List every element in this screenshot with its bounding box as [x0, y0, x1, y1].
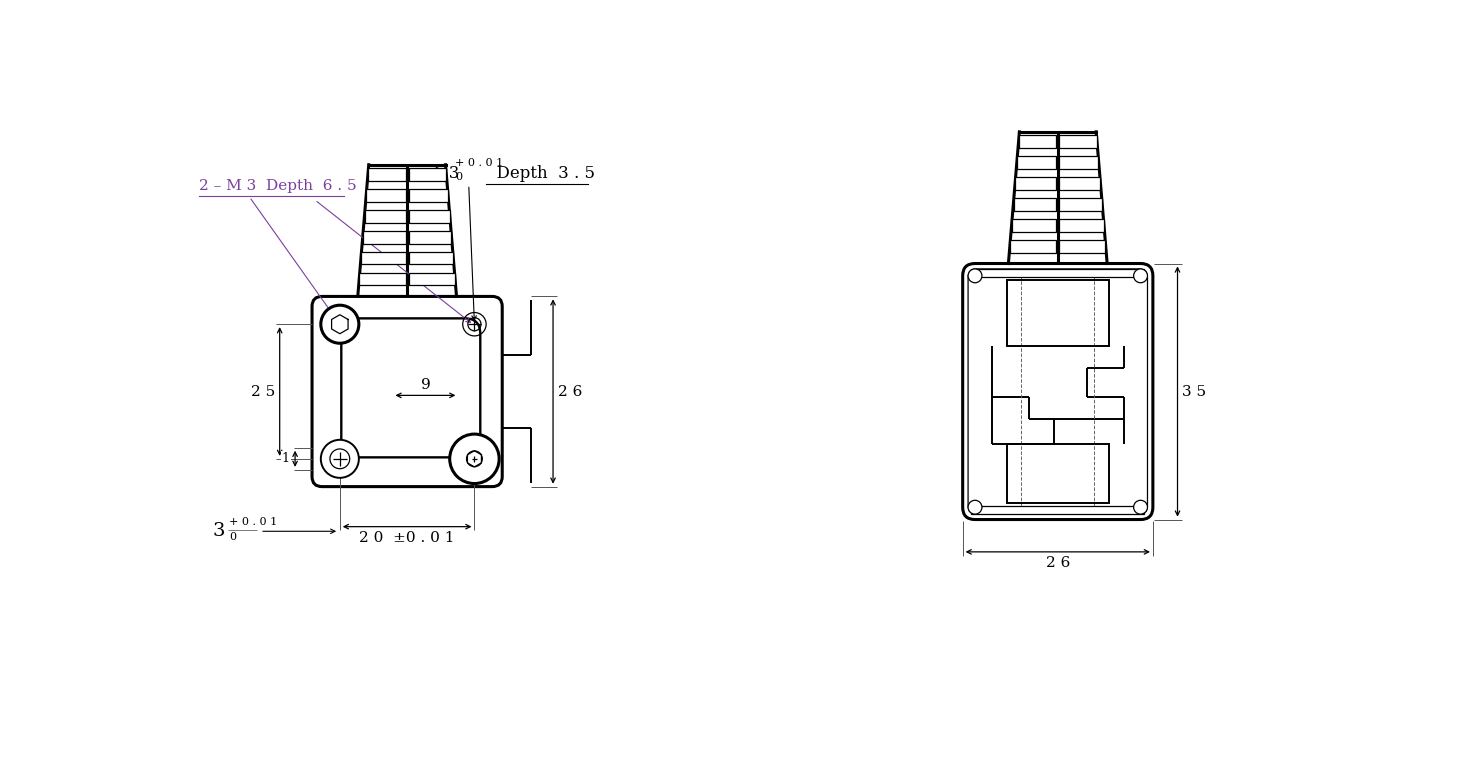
Text: Φ 3: Φ 3 — [430, 165, 459, 182]
Bar — [1060, 199, 1103, 210]
Bar — [367, 189, 406, 202]
Bar — [1010, 240, 1057, 253]
Bar — [365, 210, 406, 223]
Text: 0: 0 — [230, 532, 237, 542]
Circle shape — [321, 440, 359, 478]
Text: 0: 0 — [455, 172, 462, 182]
Bar — [359, 273, 406, 285]
Bar — [1060, 135, 1097, 148]
Bar — [409, 231, 452, 243]
Bar — [1007, 281, 1108, 346]
Bar — [1019, 135, 1057, 148]
Circle shape — [969, 269, 982, 283]
Bar — [361, 252, 406, 264]
FancyBboxPatch shape — [312, 296, 502, 487]
Text: + 0 . 0 1: + 0 . 0 1 — [230, 517, 278, 527]
Bar — [409, 210, 449, 223]
Circle shape — [969, 500, 982, 514]
Circle shape — [450, 434, 499, 484]
Bar — [409, 189, 447, 202]
Bar — [409, 252, 453, 264]
Bar — [409, 169, 446, 181]
Text: 1: 1 — [281, 452, 290, 465]
Bar — [1060, 156, 1098, 169]
FancyBboxPatch shape — [963, 264, 1153, 519]
Bar — [1016, 178, 1057, 189]
Text: + 0 . 0 1: + 0 . 0 1 — [455, 158, 503, 168]
Bar — [1007, 444, 1108, 502]
Bar — [364, 231, 406, 243]
Text: 2 6: 2 6 — [558, 384, 581, 399]
Bar — [1011, 220, 1057, 232]
Bar — [972, 269, 1144, 277]
Bar — [368, 169, 406, 181]
Text: 2 5: 2 5 — [250, 384, 275, 399]
Circle shape — [321, 305, 359, 343]
Bar — [1017, 156, 1057, 169]
Bar — [1060, 178, 1100, 189]
Circle shape — [1133, 269, 1148, 283]
Text: 9: 9 — [421, 377, 430, 392]
Bar — [1060, 240, 1105, 253]
Bar — [1014, 199, 1057, 210]
Text: 3: 3 — [212, 523, 225, 540]
Bar — [1060, 220, 1104, 232]
Text: 2 0  ±0 . 0 1: 2 0 ±0 . 0 1 — [359, 531, 455, 545]
Bar — [972, 506, 1144, 514]
Text: 2 6: 2 6 — [1045, 557, 1070, 570]
Text: Depth  3 . 5: Depth 3 . 5 — [486, 165, 596, 182]
Text: 3 5: 3 5 — [1182, 384, 1207, 399]
Text: 2 – M 3  Depth  6 . 5: 2 – M 3 Depth 6 . 5 — [199, 179, 356, 193]
Circle shape — [1133, 500, 1148, 514]
Bar — [409, 273, 455, 285]
